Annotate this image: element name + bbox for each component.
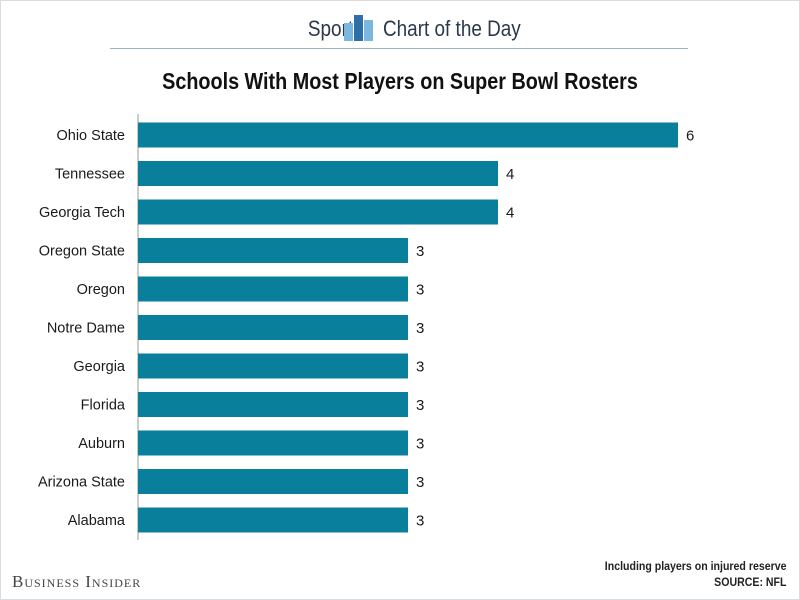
data-label: 4: [506, 166, 514, 183]
bar-oregon-state: [138, 238, 408, 263]
bar-alabama: [138, 507, 408, 533]
data-label: 3: [416, 436, 424, 453]
category-label: Florida: [81, 398, 126, 414]
footnote-source: SOURCE: NFL: [713, 577, 786, 589]
data-label: 3: [416, 282, 424, 299]
logo-bar-1: [344, 23, 353, 41]
banner: Sports Chart of the Day: [110, 10, 688, 49]
banner-series-label: Chart of the Day: [383, 16, 521, 41]
bar-chart-logo-icon: [344, 15, 373, 41]
category-label: Auburn: [78, 436, 125, 452]
category-label: Alabama: [68, 513, 126, 529]
bar-georgia: [138, 353, 408, 379]
data-label: 3: [416, 359, 424, 376]
category-label: Oregon State: [39, 244, 125, 260]
category-label: Ohio State: [56, 128, 125, 144]
bar-auburn: [138, 430, 408, 456]
category-label: Tennessee: [55, 167, 125, 183]
category-label: Arizona State: [38, 475, 125, 491]
banner-section-label: Sports: [308, 16, 363, 41]
data-label: 4: [506, 205, 514, 222]
bar-tennessee: [138, 161, 498, 186]
data-label: 3: [416, 243, 424, 260]
bar-ohio-state: [138, 122, 678, 148]
bar-florida: [138, 392, 408, 417]
data-label: 6: [686, 128, 694, 145]
bar-notre-dame: [138, 315, 408, 340]
footnote: Including players on injured reserve SOU…: [604, 559, 786, 591]
category-label: Notre Dame: [47, 321, 125, 337]
bar-arizona-state: [138, 469, 408, 494]
category-label: Georgia: [73, 359, 126, 375]
data-label: 3: [416, 397, 424, 414]
logo-bar-2: [354, 15, 363, 41]
category-label: Oregon: [77, 282, 125, 298]
brand-logo: Business Insider: [12, 572, 142, 591]
data-label: 3: [416, 513, 424, 530]
bar-oregon: [138, 276, 408, 302]
data-label: 3: [416, 320, 424, 337]
category-label: Georgia Tech: [39, 205, 125, 221]
chart-title: Schools With Most Players on Super Bowl …: [162, 68, 638, 94]
bar-georgia-tech: [138, 199, 498, 225]
logo-bar-3: [364, 20, 373, 41]
data-label: 3: [416, 474, 424, 491]
footnote-note: Including players on injured reserve: [604, 561, 786, 573]
